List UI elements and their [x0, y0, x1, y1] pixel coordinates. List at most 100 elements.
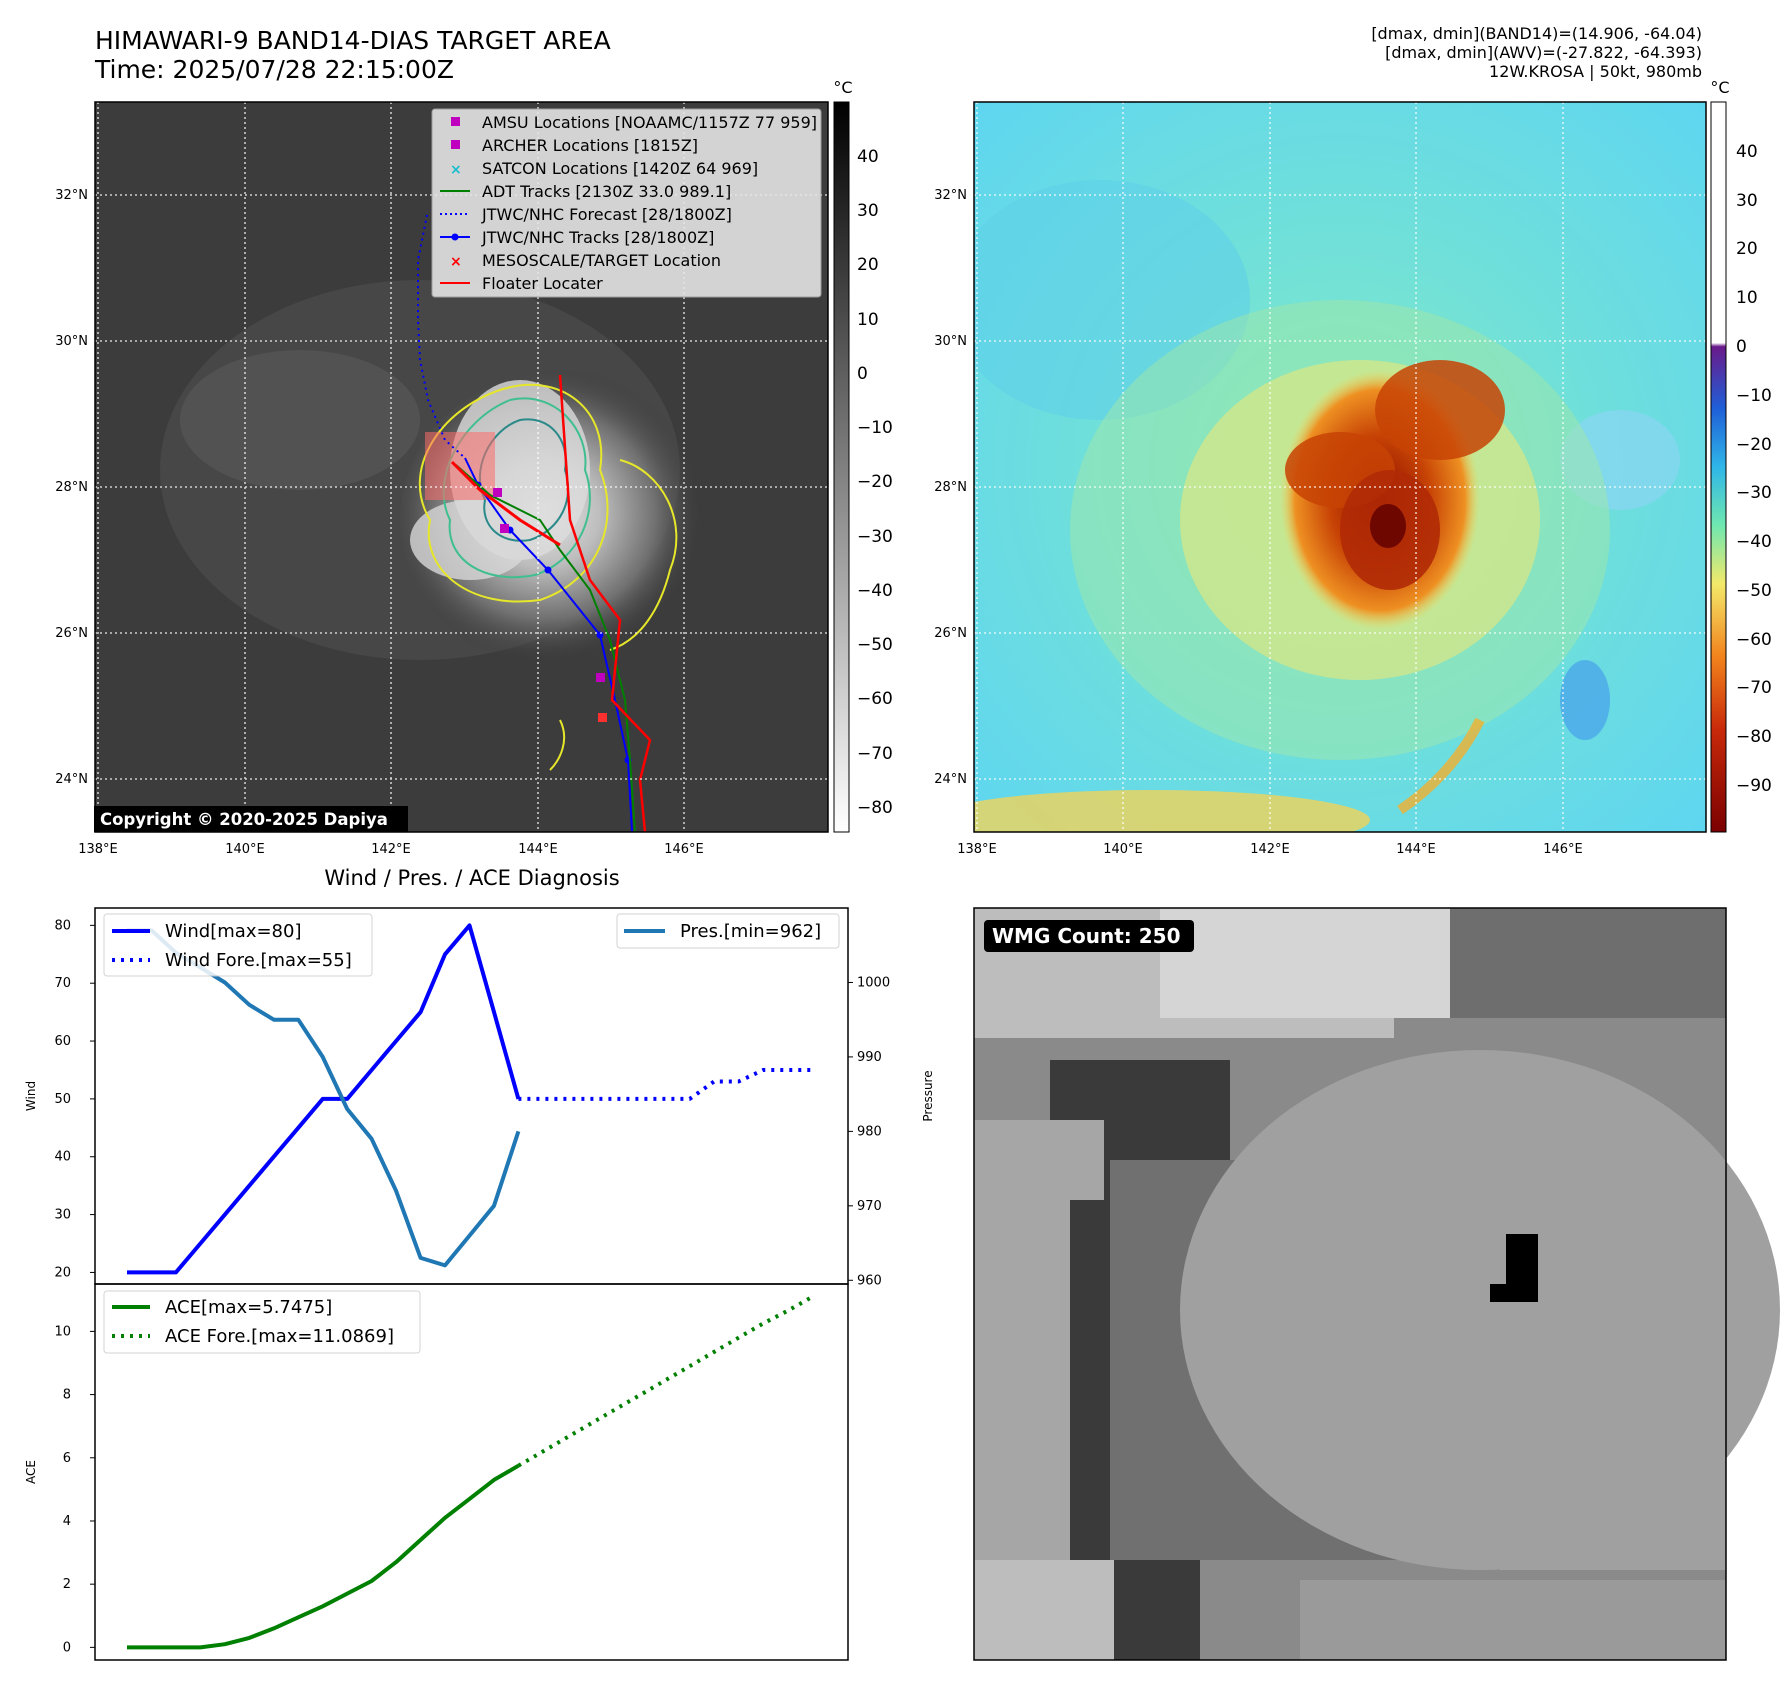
svg-text:−30: −30	[857, 527, 893, 547]
svg-text:−80: −80	[1736, 727, 1772, 747]
svg-text:20: 20	[1736, 239, 1758, 259]
pressure-tick-4: 1000	[857, 975, 890, 990]
adt-track	[455, 464, 636, 832]
wind-axis-label: Wind	[24, 1081, 38, 1111]
legend-archer-symbol	[451, 140, 460, 149]
svg-text:30°N: 30°N	[934, 334, 967, 349]
svg-text:142°E: 142°E	[1250, 842, 1290, 857]
wind-forecast-line	[518, 1068, 812, 1101]
svg-text:−10: −10	[1736, 386, 1772, 406]
svg-text:−50: −50	[857, 635, 893, 655]
legend-amsu-symbol	[451, 117, 460, 126]
pressure-ticks: 960 970 980 990 1000	[848, 975, 890, 1288]
wind-legend: Wind[max=80] Wind Fore.[max=55]	[103, 913, 373, 977]
svg-text:138°E: 138°E	[957, 842, 997, 857]
svg-text:−80: −80	[857, 798, 893, 818]
wind-tick-0: 20	[54, 1265, 71, 1280]
ace-tick-1: 2	[63, 1577, 71, 1592]
svg-text:144°E: 144°E	[518, 842, 558, 857]
svg-text:−90: −90	[1736, 776, 1772, 796]
pressure-tick-2: 980	[857, 1124, 882, 1139]
svg-text:32°N: 32°N	[934, 188, 967, 203]
svg-text:−60: −60	[1736, 630, 1772, 650]
awv-colorbar	[1710, 101, 1727, 833]
ir-colorbar-unit: °C	[833, 78, 852, 97]
svg-text:0: 0	[1736, 337, 1747, 357]
jtwc-forecast-track	[417, 214, 466, 459]
stats-info: [dmax, dmin](BAND14)=(14.906, -64.04) [d…	[1371, 24, 1702, 81]
awv-gridlines	[974, 102, 1706, 832]
legend-satcon-symbol: ×	[450, 162, 462, 178]
svg-text:20: 20	[857, 255, 879, 275]
awv-lat-ticks: 24°N 26°N 28°N 30°N 32°N	[934, 188, 967, 787]
ace-tick-4: 8	[63, 1388, 71, 1403]
ir-colorbar-ticks: 40 30 20 10 0 −10 −20 −30 −40 −50 −60 −7…	[857, 147, 893, 818]
legend-wind: Wind[max=80]	[165, 921, 302, 942]
wmg-count: WMG Count: 250	[992, 924, 1181, 948]
storm-info: 12W.KROSA | 50kt, 980mb	[1489, 62, 1702, 81]
awv-lon-ticks: 138°E 140°E 142°E 144°E 146°E	[957, 842, 1583, 857]
legend-satcon: SATCON Locations [1420Z 64 969]	[482, 159, 758, 178]
figure-title: HIMAWARI-9 BAND14-DIAS TARGET AREA Time:…	[95, 26, 611, 84]
svg-text:138°E: 138°E	[78, 842, 118, 857]
wind-tick-1: 30	[54, 1208, 71, 1223]
svg-text:40: 40	[857, 147, 879, 167]
ace-tick-3: 6	[63, 1451, 71, 1466]
legend-pressure: Pres.[min=962]	[680, 921, 821, 942]
pressure-axis-label: Pressure	[921, 1070, 935, 1121]
diagnosis-title: Wind / Pres. / ACE Diagnosis	[324, 866, 619, 890]
awv-range: [dmax, dmin](AWV)=(-27.822, -64.393)	[1385, 43, 1702, 62]
ace-tick-0: 0	[63, 1640, 71, 1655]
svg-text:×: ×	[450, 254, 462, 270]
svg-text:−40: −40	[1736, 532, 1772, 552]
legend-floater: Floater Locater	[482, 274, 603, 293]
ir-gridlines	[95, 102, 828, 832]
ace-axes	[94, 1283, 849, 1661]
svg-text:30: 30	[1736, 191, 1758, 211]
wmg-count-badge	[984, 920, 1194, 952]
wind-line	[127, 923, 521, 1275]
svg-text:10: 10	[857, 310, 879, 330]
ir-lat-ticks: 24°N 26°N 28°N 30°N 32°N	[55, 188, 88, 787]
svg-text:−40: −40	[857, 581, 893, 601]
legend-ace: ACE[max=5.7475]	[165, 1297, 332, 1318]
svg-text:24°N: 24°N	[934, 772, 967, 787]
svg-text:26°N: 26°N	[934, 626, 967, 641]
ace-line	[127, 1463, 520, 1650]
svg-text:−70: −70	[857, 744, 893, 764]
track-legend: AMSU Locations [NOAAMC/1157Z 77 959] ARC…	[431, 108, 822, 298]
ace-ticks: 0 2 4 6 8 10	[54, 1324, 95, 1655]
svg-text:24°N: 24°N	[55, 772, 88, 787]
legend-target: MESOSCALE/TARGET Location	[482, 251, 721, 270]
svg-text:0: 0	[857, 364, 868, 384]
pressure-tick-3: 990	[857, 1050, 882, 1065]
ace-forecast-line	[517, 1295, 813, 1468]
archer-marker	[500, 524, 509, 533]
legend-archer: ARCHER Locations [1815Z]	[482, 136, 698, 155]
copyright: Copyright © 2020-2025 Dapiya	[100, 810, 388, 829]
svg-text:140°E: 140°E	[1103, 842, 1143, 857]
awv-colorbar-ticks: 40 30 20 10 0 −10 −20 −30 −40 −50 −60 −7…	[1736, 142, 1772, 796]
svg-text:−50: −50	[1736, 581, 1772, 601]
ir-map-panel: AMSU Locations [NOAAMC/1157Z 77 959] ARC…	[55, 78, 893, 857]
wind-tick-4: 60	[54, 1034, 71, 1049]
ace-axis-label: ACE	[24, 1460, 38, 1484]
svg-text:140°E: 140°E	[225, 842, 265, 857]
svg-text:10: 10	[1736, 288, 1758, 308]
wind-tick-5: 70	[54, 976, 71, 991]
svg-text:30°N: 30°N	[55, 334, 88, 349]
svg-text:144°E: 144°E	[1396, 842, 1436, 857]
band14-range: [dmax, dmin](BAND14)=(14.906, -64.04)	[1371, 24, 1702, 43]
pressure-tick-1: 970	[857, 1199, 882, 1214]
svg-text:142°E: 142°E	[371, 842, 411, 857]
svg-text:−70: −70	[1736, 678, 1772, 698]
awv-colorbar-unit: °C	[1710, 78, 1729, 97]
wind-ticks: 20 30 40 50 60 70 80	[54, 918, 95, 1280]
awv-map-panel: 24°N 26°N 28°N 30°N 32°N 138°E 140°E 142…	[934, 78, 1772, 857]
series-layer	[127, 923, 813, 1650]
amsu-marker	[493, 488, 502, 497]
legend-wind-forecast: Wind Fore.[max=55]	[165, 950, 352, 971]
ace-tick-2: 4	[63, 1514, 71, 1529]
svg-text:−20: −20	[857, 472, 893, 492]
